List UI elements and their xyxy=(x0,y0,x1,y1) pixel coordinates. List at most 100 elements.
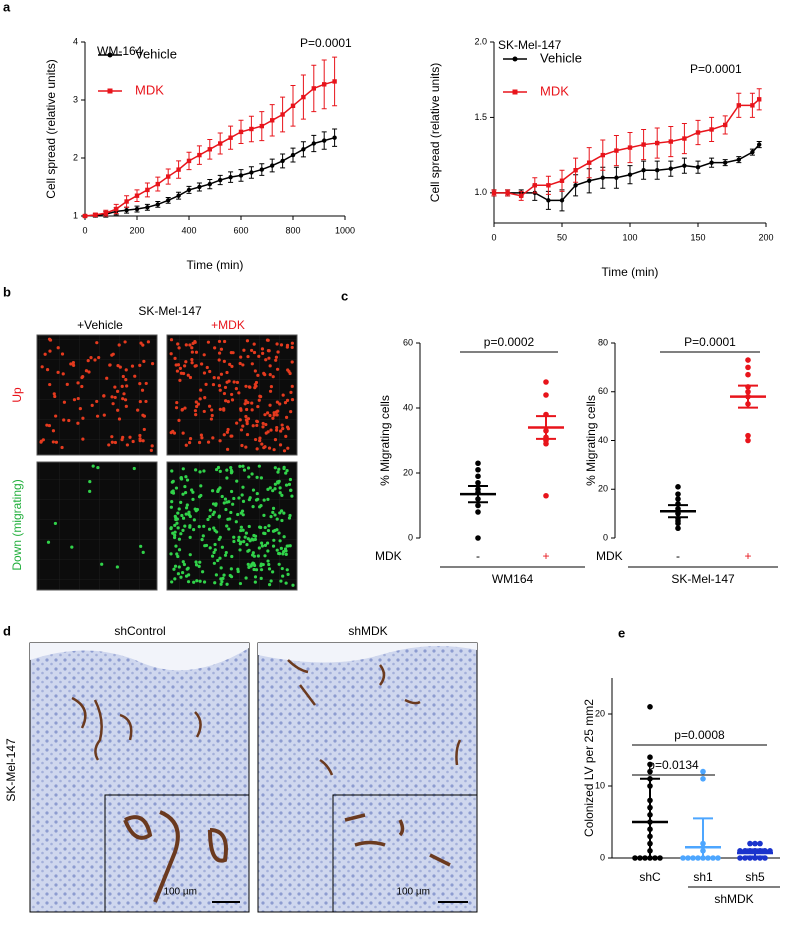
marker xyxy=(736,157,741,162)
cell-dot xyxy=(187,510,191,514)
cell-dot xyxy=(243,402,247,406)
marker xyxy=(218,177,223,183)
series-line xyxy=(494,98,760,197)
annotation: p=0.0134 xyxy=(648,758,699,772)
cell-dot xyxy=(246,466,251,470)
cell-dot xyxy=(95,341,99,345)
data-point xyxy=(475,502,481,509)
data-point xyxy=(757,840,763,847)
cell-dot xyxy=(62,400,67,404)
cell-dot xyxy=(188,524,192,528)
marker xyxy=(290,103,296,108)
cell-dot xyxy=(169,552,173,556)
marker xyxy=(134,206,140,212)
marker xyxy=(532,183,537,188)
cell-dot xyxy=(219,372,224,376)
x-axis-title: Time (min) xyxy=(187,258,244,272)
cell-dot xyxy=(267,567,272,571)
marker xyxy=(668,166,673,171)
cell-dot xyxy=(246,537,250,541)
cell-dot xyxy=(241,528,245,532)
cell-dot xyxy=(179,532,183,536)
cell-dot xyxy=(211,512,215,517)
cell-dot xyxy=(257,546,261,550)
cell-dot xyxy=(207,404,212,408)
cell-dot xyxy=(290,384,294,388)
cell-dot xyxy=(284,581,288,585)
y-axis-title: Cell spread (relative units) xyxy=(44,59,58,198)
cell-dot xyxy=(274,358,278,362)
data-point xyxy=(675,525,681,532)
cell-dot xyxy=(222,359,226,363)
cell-dot xyxy=(282,449,287,453)
marker xyxy=(301,147,306,152)
category-label: - xyxy=(476,549,480,563)
cell-dot xyxy=(56,346,60,350)
cell-dot xyxy=(218,407,222,411)
y-tick-label: 80 xyxy=(598,337,608,347)
cell-dot xyxy=(267,349,271,353)
panel-label: c xyxy=(341,288,348,303)
cell-dot xyxy=(124,368,128,372)
cell-dot xyxy=(285,568,289,572)
marker xyxy=(186,187,192,193)
cell-dot xyxy=(259,476,263,480)
cell-dot xyxy=(60,352,65,356)
cell-dot xyxy=(56,370,60,374)
x-tick-label: 1000 xyxy=(335,225,355,235)
marker xyxy=(627,172,633,177)
cell-dot xyxy=(232,539,236,544)
cell-dot xyxy=(142,427,146,432)
cell-dot xyxy=(136,408,140,412)
marker xyxy=(155,202,160,207)
marker xyxy=(197,184,202,190)
cell-dot xyxy=(218,388,222,392)
marker xyxy=(668,139,673,144)
cell-dot xyxy=(138,363,142,367)
error-bar xyxy=(738,384,758,409)
marker xyxy=(134,193,140,198)
cell-dot xyxy=(219,582,223,586)
cell-dot xyxy=(248,539,252,543)
cell-dot xyxy=(239,511,243,515)
cell-dot xyxy=(111,352,115,356)
cell-dot xyxy=(200,538,204,542)
data-point xyxy=(752,840,758,847)
cell-dot xyxy=(290,398,295,402)
panel-title: SK-Mel-147 xyxy=(138,304,202,318)
cell-dot xyxy=(197,440,202,445)
cell-dot xyxy=(244,418,249,422)
cell-dot xyxy=(110,435,114,439)
cell-dot xyxy=(198,470,202,474)
cell-dot xyxy=(274,428,279,432)
cell-dot xyxy=(216,376,221,380)
cell-dot xyxy=(76,381,80,385)
cell-dot xyxy=(279,579,283,583)
legend-marker xyxy=(512,56,518,62)
marker xyxy=(559,198,565,203)
cell-dot xyxy=(275,528,279,532)
cell-dot xyxy=(184,343,188,347)
cell-dot xyxy=(260,442,264,446)
cell-dot xyxy=(275,425,279,430)
cell-dot xyxy=(222,501,226,505)
cell-dot xyxy=(116,408,120,412)
cell-dot xyxy=(97,355,101,360)
marker xyxy=(166,174,171,179)
cell-dot xyxy=(72,398,77,402)
cell-dot xyxy=(175,400,179,405)
cell-dot xyxy=(273,438,278,442)
cell-dot xyxy=(263,531,267,536)
cell-dot xyxy=(273,482,277,486)
cell-dot xyxy=(227,379,231,383)
y-tick-label: 40 xyxy=(403,402,413,412)
cell-dot xyxy=(105,376,109,380)
marker xyxy=(280,158,285,164)
cell-dot xyxy=(253,580,257,584)
marker xyxy=(587,178,592,183)
chart-title: SK-Mel-147 xyxy=(498,38,562,52)
cell-dot xyxy=(218,535,222,539)
cell-dot xyxy=(171,429,175,434)
cell-dot xyxy=(113,440,118,445)
legend-label: MDK xyxy=(135,82,164,97)
